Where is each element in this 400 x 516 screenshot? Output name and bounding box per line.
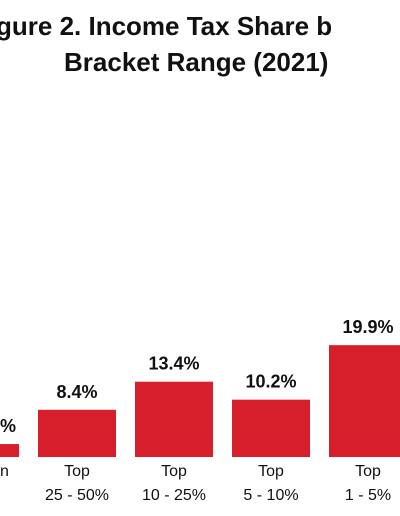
category-label-4-line-2: 1 - 5% [345,487,391,504]
bar-4 [329,345,400,457]
category-label-0-line-1: n [0,463,9,480]
category-label-3-line-1: Top [258,463,284,480]
chart-title-line-1: gure 2. Income Tax Share b [0,11,333,41]
category-label-1-line-1: Top [64,463,90,480]
data-label-3: 10.2% [245,372,296,392]
chart-title-line-2: Bracket Range (2021) [64,47,329,77]
bar-3 [232,399,310,457]
category-label-1-line-2: 25 - 50% [45,487,109,504]
category-label-2-line-1: Top [161,463,187,480]
bar-0 [0,444,19,457]
data-label-2: 13.4% [148,354,199,374]
data-label-4: 19.9% [342,317,393,337]
data-label-1: 8.4% [56,382,97,402]
data-label-0: % [0,416,16,436]
category-label-4-line-1: Top [355,463,381,480]
category-label-3-line-2: 5 - 10% [243,487,298,504]
bar-2 [135,381,213,457]
bar-1 [38,409,116,457]
category-label-2-line-2: 10 - 25% [142,487,206,504]
